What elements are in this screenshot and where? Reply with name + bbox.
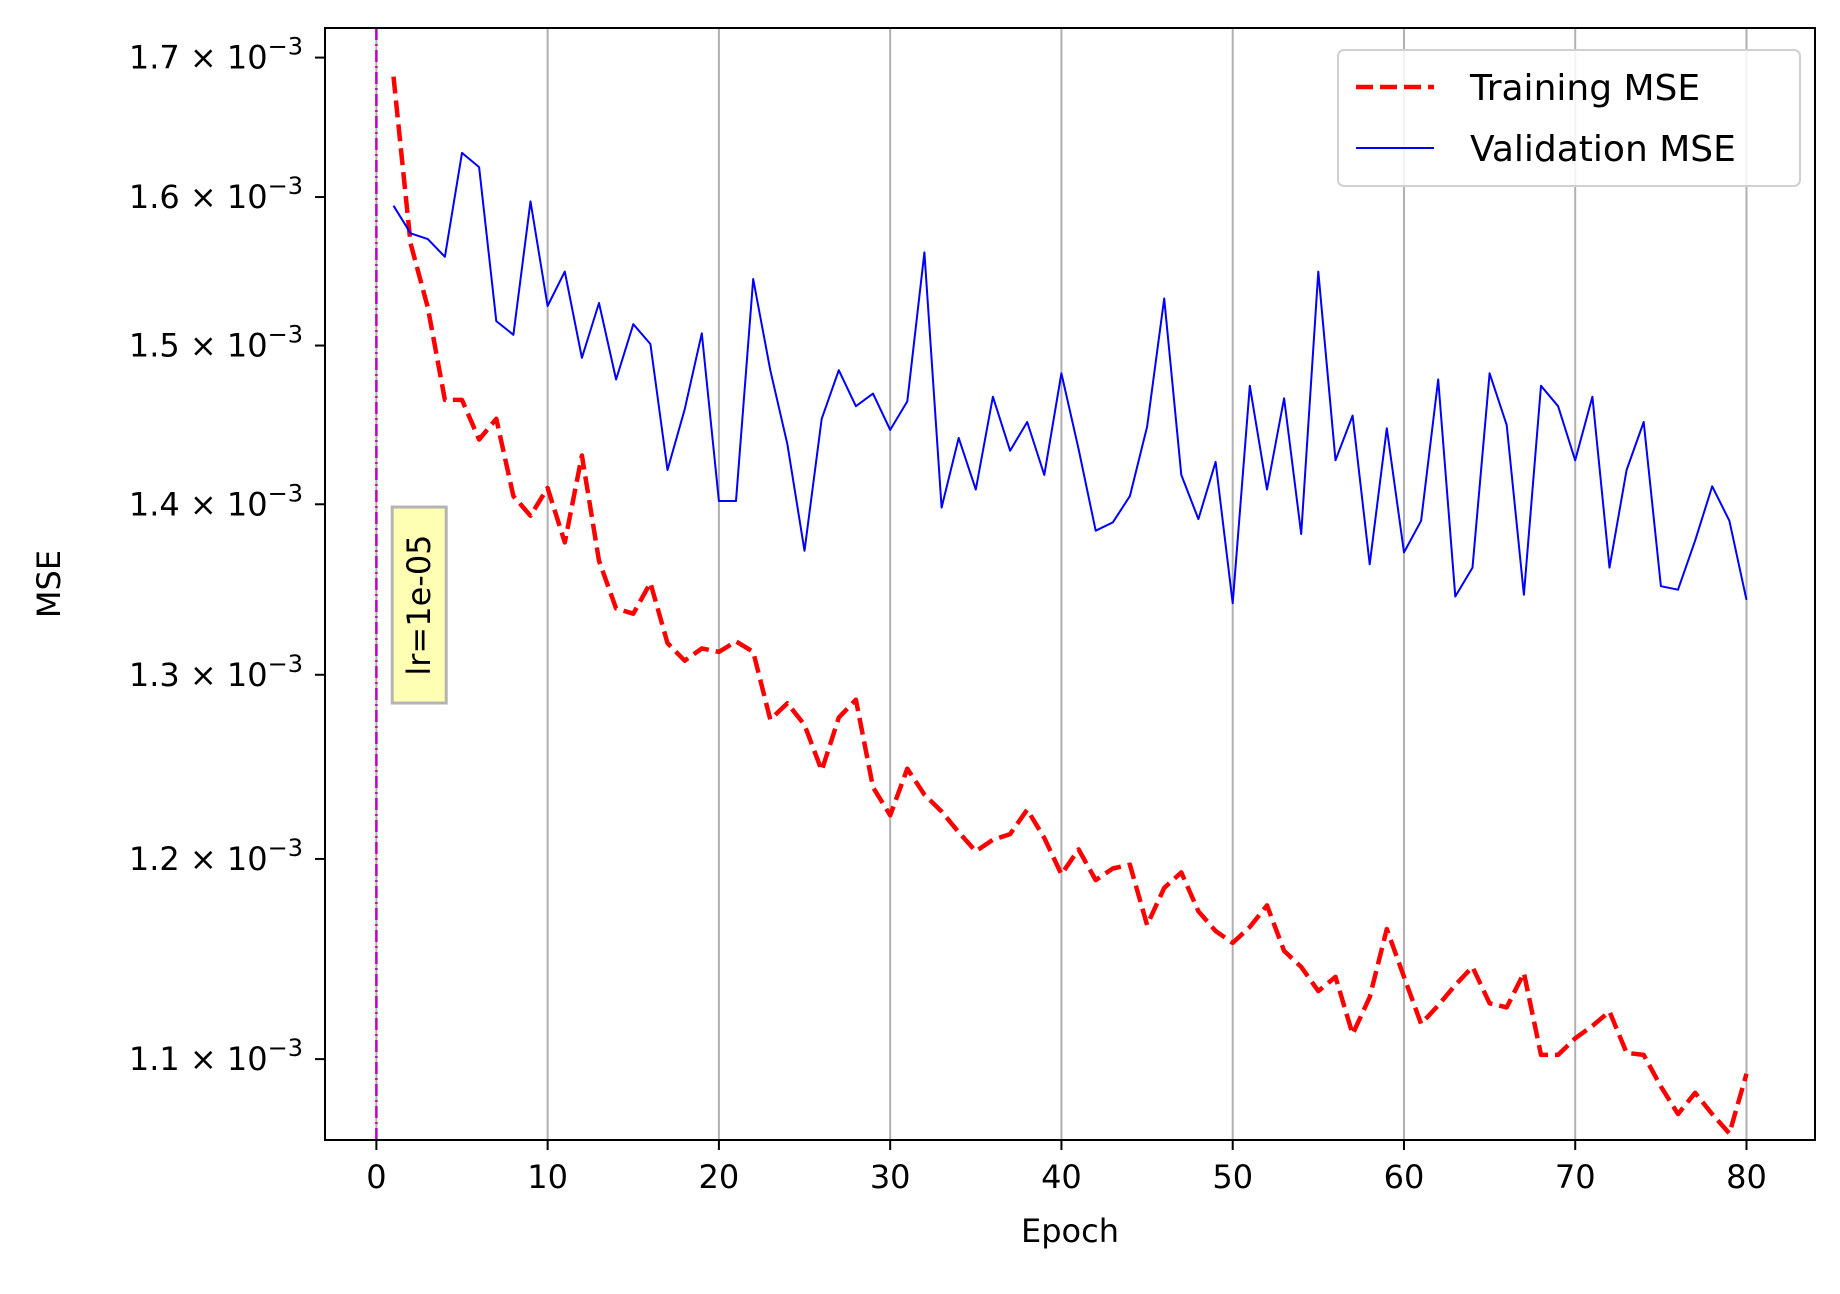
x-tick-label: 60 bbox=[1384, 1158, 1425, 1196]
y-tick-times: × bbox=[180, 178, 227, 216]
y-tick-base: 10 bbox=[227, 485, 268, 523]
x-axis-title: Epoch bbox=[1021, 1212, 1119, 1250]
x-tick-label: 40 bbox=[1041, 1158, 1082, 1196]
legend-label: Training MSE bbox=[1469, 68, 1700, 109]
y-tick-label: 1.4 × 10−3 bbox=[129, 479, 303, 523]
x-tick-label: 80 bbox=[1726, 1158, 1767, 1196]
y-tick-times: × bbox=[180, 840, 227, 878]
y-tick-label: 1.1 × 10−3 bbox=[129, 1034, 303, 1078]
y-tick-base: 10 bbox=[227, 840, 268, 878]
grid-lines bbox=[375, 28, 1748, 1140]
series-line bbox=[391, 76, 1749, 1136]
annotation-box bbox=[390, 505, 448, 705]
y-tick-label: 1.2 × 10−3 bbox=[129, 834, 303, 878]
x-tick-label: 30 bbox=[870, 1158, 911, 1196]
legend-box bbox=[1337, 49, 1801, 187]
series-line bbox=[392, 151, 1748, 605]
y-tick-mantissa: 1.6 bbox=[129, 178, 180, 216]
y-tick-times: × bbox=[180, 1040, 227, 1078]
y-tick-base: 10 bbox=[227, 178, 268, 216]
y-tick-exponent: −3 bbox=[268, 834, 303, 862]
y-tick-base: 10 bbox=[227, 656, 268, 694]
y-tick-exponent: −3 bbox=[268, 321, 303, 349]
series-validation-mse bbox=[392, 151, 1748, 605]
lr-annotation: lr=1e-05 bbox=[390, 505, 448, 705]
y-tick-exponent: −3 bbox=[268, 1034, 303, 1062]
y-axis: 1.1 × 10−31.2 × 10−31.3 × 10−31.4 × 10−3… bbox=[129, 33, 325, 1078]
y-tick-times: × bbox=[180, 485, 227, 523]
y-tick-base: 10 bbox=[227, 39, 268, 77]
legend: Training MSE Validation MSE bbox=[1337, 49, 1801, 187]
y-tick-exponent: −3 bbox=[268, 172, 303, 200]
legend-label: Validation MSE bbox=[1470, 129, 1736, 170]
y-tick-base: 10 bbox=[227, 1040, 268, 1078]
y-tick-label: 1.5 × 10−3 bbox=[129, 321, 303, 365]
y-tick-mantissa: 1.1 bbox=[129, 1040, 180, 1078]
y-tick-exponent: −3 bbox=[268, 650, 303, 678]
y-tick-mantissa: 1.7 bbox=[129, 39, 180, 77]
series-training-mse bbox=[391, 76, 1749, 1136]
y-tick-exponent: −3 bbox=[268, 479, 303, 507]
y-tick-mantissa: 1.5 bbox=[129, 327, 180, 365]
x-tick-label: 10 bbox=[527, 1158, 568, 1196]
y-tick-label: 1.3 × 10−3 bbox=[129, 650, 303, 694]
y-tick-times: × bbox=[180, 656, 227, 694]
x-axis: 0 10 20 30 40 50 60 70 80 bbox=[366, 1140, 1767, 1196]
y-tick-times: × bbox=[180, 39, 227, 77]
annotation-text: lr=1e-05 bbox=[400, 534, 438, 675]
x-tick-label: 20 bbox=[699, 1158, 740, 1196]
y-tick-mantissa: 1.2 bbox=[129, 840, 180, 878]
y-tick-mantissa: 1.3 bbox=[129, 656, 180, 694]
axes-frame bbox=[324, 27, 1816, 1141]
y-axis-title: MSE bbox=[30, 550, 68, 618]
x-tick-label: 50 bbox=[1212, 1158, 1253, 1196]
x-tick-label: 70 bbox=[1555, 1158, 1596, 1196]
y-tick-exponent: −3 bbox=[268, 33, 303, 61]
x-tick-label: 0 bbox=[366, 1158, 386, 1196]
y-tick-times: × bbox=[180, 327, 227, 365]
y-tick-base: 10 bbox=[227, 327, 268, 365]
y-tick-mantissa: 1.4 bbox=[129, 485, 180, 523]
y-tick-label: 1.7 × 10−3 bbox=[129, 33, 303, 77]
plot-series bbox=[391, 76, 1749, 1136]
y-tick-label: 1.6 × 10−3 bbox=[129, 172, 303, 216]
